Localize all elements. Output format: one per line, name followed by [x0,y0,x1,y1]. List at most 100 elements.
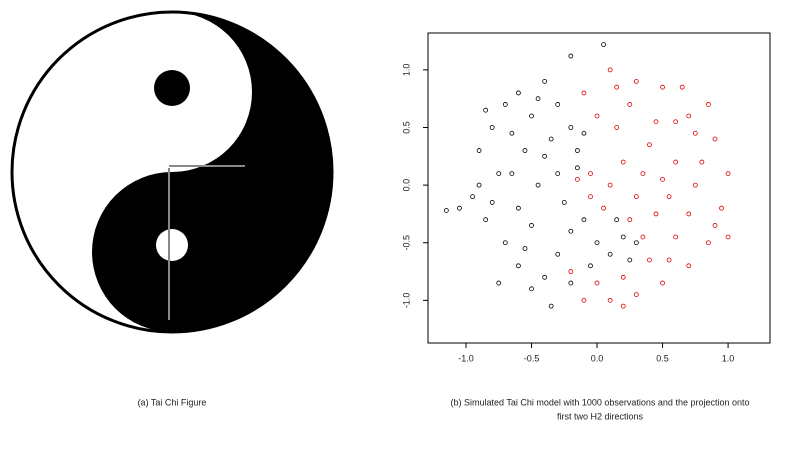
point [679,84,685,90]
captions: (a) Tai Chi Figure (b) Simulated Tai Chi … [138,397,750,421]
point [522,246,528,251]
point [614,217,620,223]
point [574,176,580,182]
y-tick-label: 1.0 [401,64,411,77]
point [561,200,567,205]
point [555,171,561,176]
point [620,274,626,280]
point [640,234,646,240]
x-tick-label: 1.0 [722,353,735,363]
point [692,182,698,188]
point [647,142,652,148]
point [653,119,659,125]
point [647,257,652,263]
point [640,171,646,176]
point [692,130,698,136]
point [581,217,587,223]
point [529,113,534,119]
x-tick-label: -0.5 [524,353,540,363]
y-tick-label: 0.5 [401,121,411,134]
x-tick-label: 0.5 [656,353,669,363]
point [666,257,672,263]
point [725,234,731,240]
point [535,96,541,102]
point [627,257,633,263]
point [529,223,534,228]
point [509,171,515,176]
caption: (b) Simulated Tai Chi model with 1000 ob… [450,397,749,407]
point [725,171,731,176]
point [653,211,659,217]
point [614,125,620,130]
black-dot [154,70,190,106]
point [470,194,475,200]
point [588,263,593,269]
point [699,159,705,165]
point [502,240,508,246]
point [594,113,600,119]
point [660,84,665,90]
point [516,263,521,269]
caption: (a) Tai Chi Figure [138,397,207,407]
x-tick-label: 0.0 [591,353,604,363]
point [574,165,580,171]
plot-frame [427,32,771,344]
point [633,240,639,246]
point [476,148,482,153]
point [627,102,633,107]
scatter-plot: -1.0 -0.5 0.0 0.5 1.0 -1.0 -0.5 0.0 0.5 1.0 [401,42,735,363]
point [607,67,613,73]
point [443,208,449,213]
point [607,251,613,257]
point [581,130,587,136]
point [542,274,548,280]
point [633,292,639,297]
point [502,102,508,107]
point [581,297,587,303]
point [673,159,679,165]
point [588,194,593,200]
point [673,234,679,240]
point [483,107,489,113]
point [542,79,548,84]
point [568,125,574,130]
point [660,280,665,286]
point [588,171,593,176]
point [568,53,574,59]
point [686,263,692,269]
point [601,42,606,47]
point [712,223,718,228]
point [496,280,502,286]
point [555,251,561,257]
point [568,280,574,286]
point [633,194,639,200]
point [594,240,600,246]
point [542,153,548,159]
point [522,148,528,153]
point [548,303,554,309]
point [568,269,574,274]
y-tick-label: -1.0 [401,293,411,309]
point [555,102,561,107]
point [516,90,521,96]
point [712,136,718,142]
point [489,200,495,205]
point [529,286,534,292]
black-region [92,12,332,332]
point [489,125,495,130]
point [574,148,580,153]
point [509,130,515,136]
point [476,182,482,188]
point [686,113,692,119]
y-tick-label: 0.0 [401,179,411,192]
point [607,182,613,188]
tai-chi-figure [10,10,334,334]
point [601,205,606,211]
point [666,194,672,200]
point [548,136,554,142]
white-dot [156,229,188,261]
point [457,205,462,211]
caption: first two H2 directions [557,411,644,421]
point [581,90,587,96]
